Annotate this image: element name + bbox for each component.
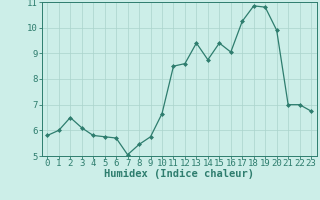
- X-axis label: Humidex (Indice chaleur): Humidex (Indice chaleur): [104, 169, 254, 179]
